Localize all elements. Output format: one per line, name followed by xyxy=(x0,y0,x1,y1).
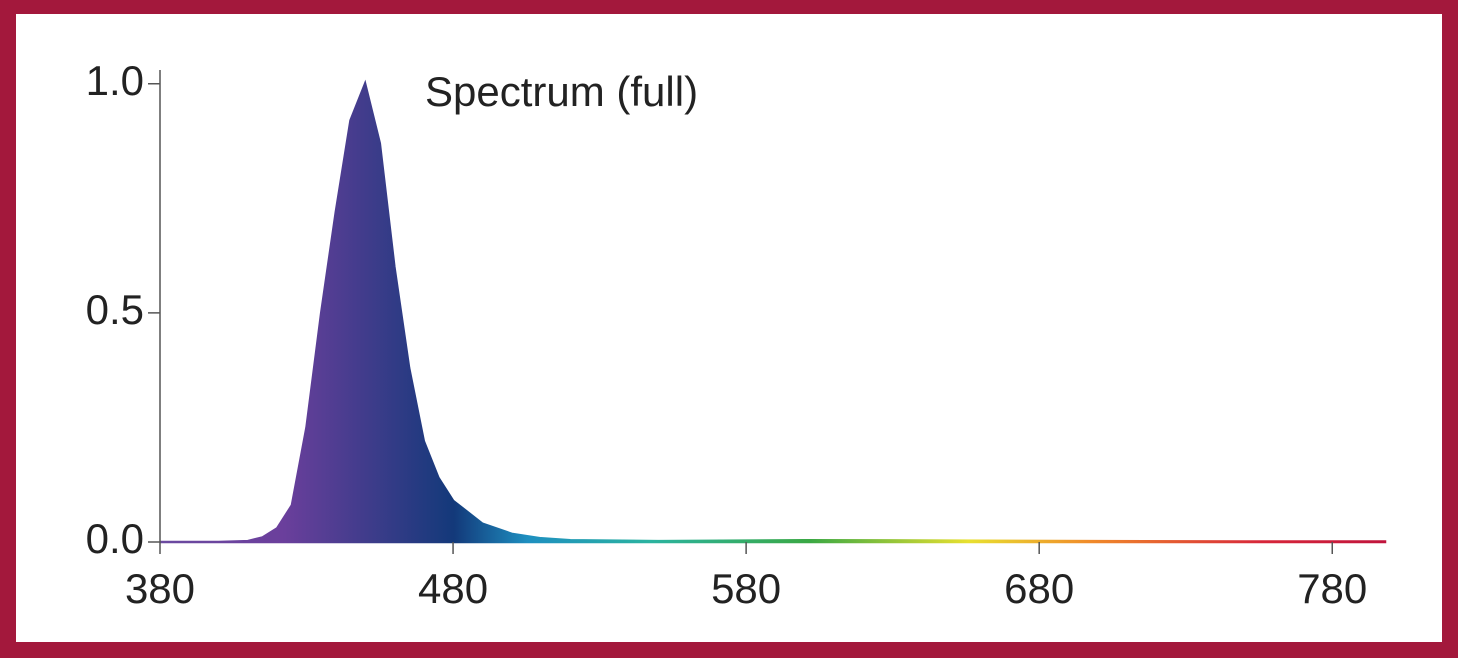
spectrum-area xyxy=(160,79,1387,544)
x-tick-label: 580 xyxy=(711,565,781,612)
annotation: Spectrum (full) xyxy=(425,68,698,115)
y-tick-label: 0.5 xyxy=(86,286,144,333)
x-tick-label: 480 xyxy=(418,565,488,612)
y-tick-label: 0.0 xyxy=(86,515,144,562)
y-tick-label: 1.0 xyxy=(86,57,144,104)
x-tick-label: 780 xyxy=(1297,565,1367,612)
panel xyxy=(16,14,1442,642)
x-tick-label: 680 xyxy=(1004,565,1074,612)
x-tick-label: 380 xyxy=(125,565,195,612)
